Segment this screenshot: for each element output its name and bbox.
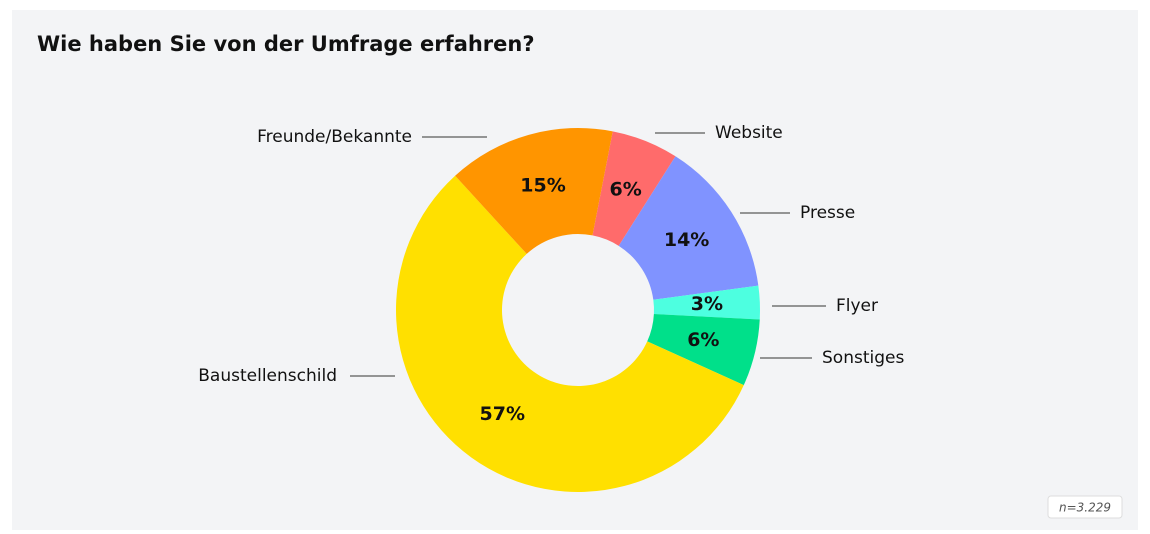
value-label: 6% xyxy=(687,329,719,351)
category-label: Presse xyxy=(800,203,855,223)
category-label: Flyer xyxy=(836,296,878,316)
slice xyxy=(618,156,759,300)
value-label: 6% xyxy=(610,179,642,201)
category-label: Website xyxy=(715,123,783,143)
value-label: 14% xyxy=(664,229,709,251)
category-label: Baustellenschild xyxy=(198,366,337,386)
slice xyxy=(396,175,744,492)
slice xyxy=(455,127,613,254)
category-label: Freunde/Bekannte xyxy=(257,127,412,147)
note: n=3.229 xyxy=(1059,501,1111,515)
value-label: 15% xyxy=(520,174,565,196)
slice xyxy=(647,313,760,386)
slice xyxy=(653,285,760,320)
chart-title: Wie haben Sie von der Umfrage erfahren? xyxy=(37,32,535,56)
value-label: 57% xyxy=(480,403,525,425)
category-label: Sonstiges xyxy=(822,348,904,368)
note-box xyxy=(1047,495,1123,519)
value-label: 3% xyxy=(691,293,723,315)
slice xyxy=(592,131,676,246)
